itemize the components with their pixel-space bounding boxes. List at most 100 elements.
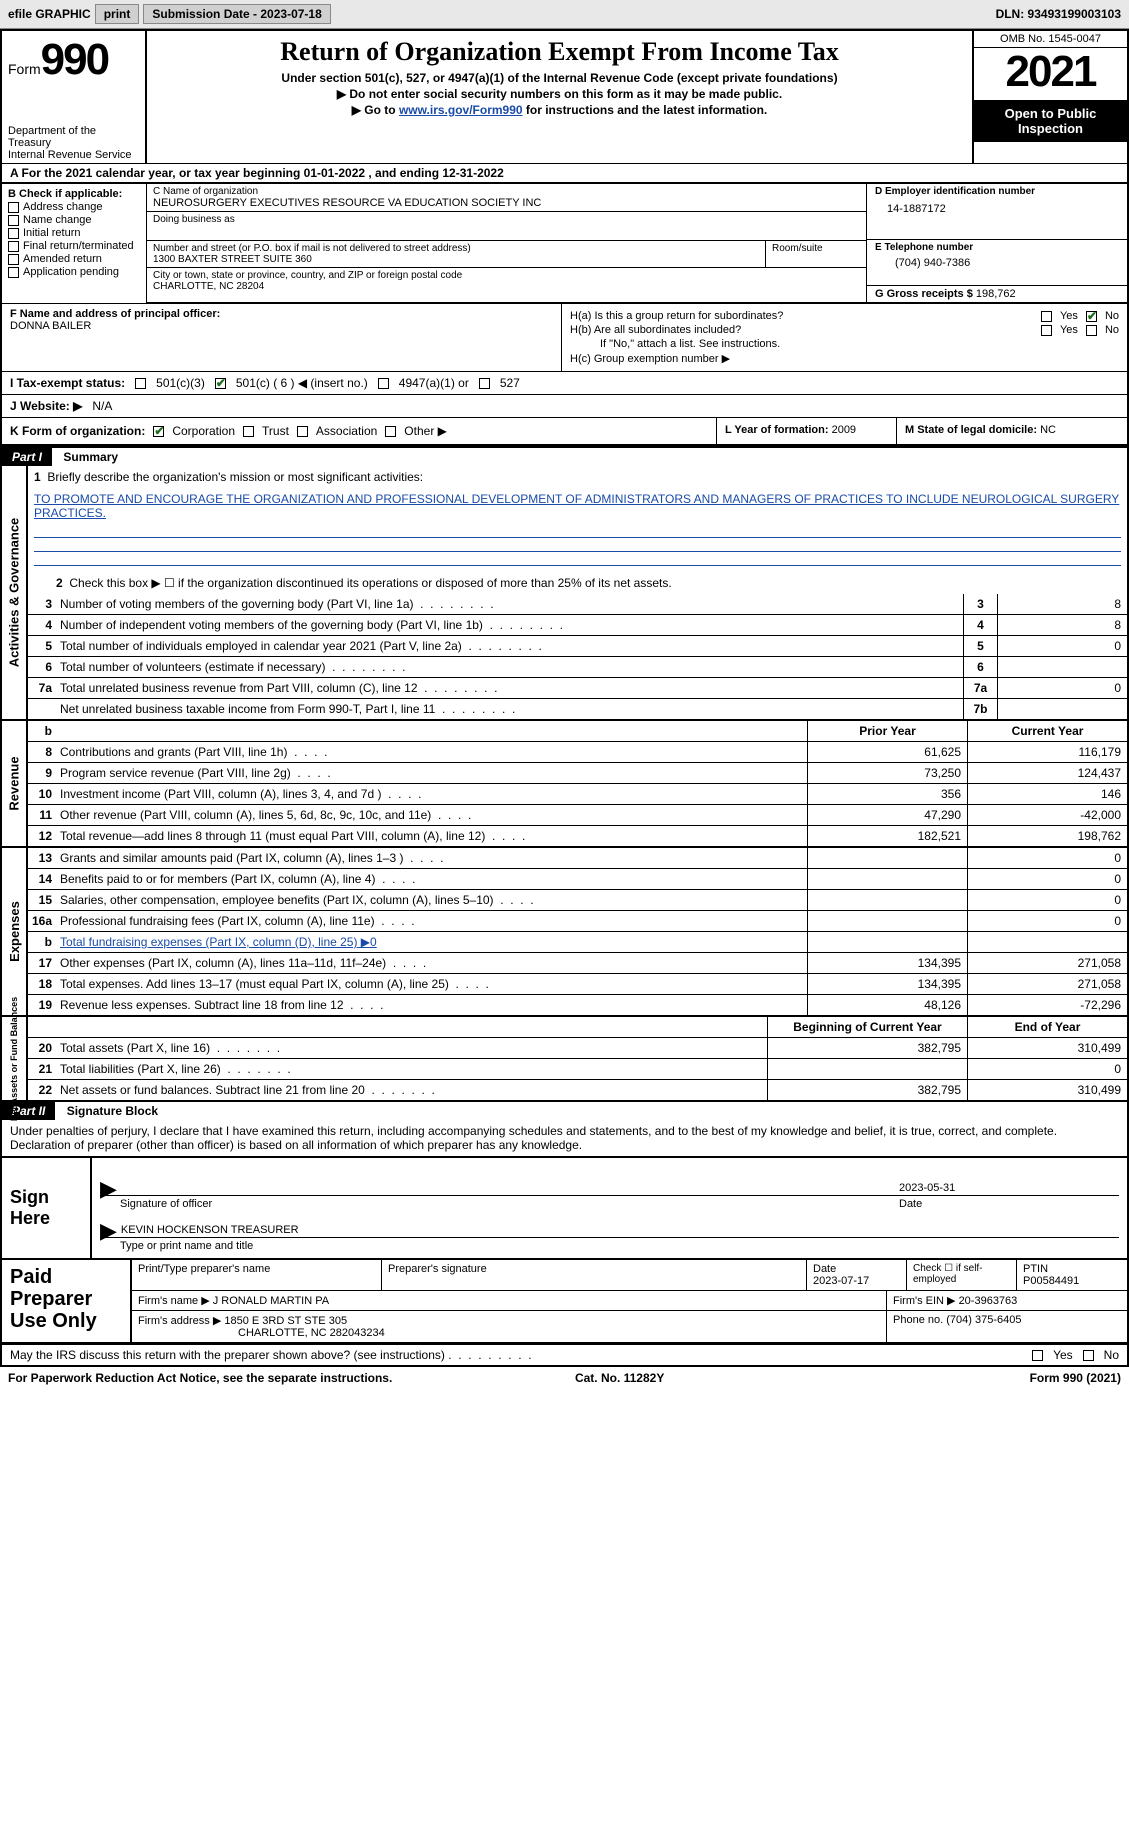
street-value: 1300 BAXTER STREET SUITE 360 bbox=[153, 254, 759, 265]
exp-line: 13Grants and similar amounts paid (Part … bbox=[28, 848, 1127, 869]
may-discuss-text: May the IRS discuss this return with the… bbox=[10, 1348, 445, 1362]
city-value: CHARLOTTE, NC 28204 bbox=[153, 281, 860, 292]
sign-here-label: Sign Here bbox=[10, 1187, 82, 1229]
form-header-right: OMB No. 1545-0047 2021 Open to Public In… bbox=[972, 31, 1127, 163]
net-line: 20Total assets (Part X, line 16) . . . .… bbox=[28, 1038, 1127, 1059]
ha-label: H(a) Is this a group return for subordin… bbox=[570, 310, 783, 322]
l2-text: Check this box ▶ ☐ if the organization d… bbox=[69, 576, 671, 590]
subtitle-3: ▶ Go to www.irs.gov/Form990 for instruct… bbox=[155, 103, 964, 117]
form-title: Return of Organization Exempt From Incom… bbox=[155, 37, 964, 67]
chk-initial-return[interactable] bbox=[8, 228, 19, 239]
discuss-yes[interactable] bbox=[1032, 1350, 1043, 1361]
mission-text: TO PROMOTE AND ENCOURAGE THE ORGANIZATIO… bbox=[28, 488, 1127, 524]
sig-officer-label: Signature of officer bbox=[100, 1198, 899, 1210]
pra-notice: For Paperwork Reduction Act Notice, see … bbox=[8, 1371, 392, 1385]
irs-label: Internal Revenue Service bbox=[8, 149, 139, 161]
gov-line: 4Number of independent voting members of… bbox=[28, 615, 1127, 636]
part1-expenses: Expenses 13Grants and similar amounts pa… bbox=[0, 848, 1129, 1017]
efile-label: efile GRAPHIC bbox=[8, 7, 91, 21]
form-header: Form990 Department of the Treasury Inter… bbox=[0, 29, 1129, 163]
chk-other[interactable] bbox=[385, 426, 396, 437]
h-note: If "No," attach a list. See instructions… bbox=[600, 338, 780, 350]
chk-assoc[interactable] bbox=[297, 426, 308, 437]
exp-line: 14Benefits paid to or for members (Part … bbox=[28, 869, 1127, 890]
org-name: NEUROSURGERY EXECUTIVES RESOURCE VA EDUC… bbox=[153, 197, 860, 209]
chk-address-change[interactable] bbox=[8, 202, 19, 213]
row-f-h: F Name and address of principal officer:… bbox=[0, 304, 1129, 371]
hdr-current: Current Year bbox=[967, 721, 1127, 741]
part1-revenue: Revenue b Prior Year Current Year 8Contr… bbox=[0, 721, 1129, 848]
m-label: M State of legal domicile: bbox=[905, 424, 1037, 436]
bottom-line: For Paperwork Reduction Act Notice, see … bbox=[0, 1367, 1129, 1389]
rev-line: 8Contributions and grants (Part VIII, li… bbox=[28, 742, 1127, 763]
ha-yes[interactable] bbox=[1041, 311, 1052, 322]
paid-preparer-label: Paid Preparer Use Only bbox=[2, 1260, 132, 1342]
chk-application-pending[interactable] bbox=[8, 267, 19, 278]
col-b-checkboxes: B Check if applicable: Address change Na… bbox=[2, 184, 147, 303]
hb-no[interactable] bbox=[1086, 325, 1097, 336]
typed-name: KEVIN HOCKENSON TREASURER bbox=[121, 1224, 299, 1237]
col-b-title: B Check if applicable: bbox=[8, 188, 140, 200]
part1-label: Part I bbox=[2, 448, 52, 466]
chk-527[interactable] bbox=[479, 378, 490, 389]
chk-501c3[interactable] bbox=[135, 378, 146, 389]
pp-name-label: Print/Type preparer's name bbox=[132, 1260, 382, 1290]
pp-sig-label: Preparer's signature bbox=[382, 1260, 807, 1290]
mission-blank-2 bbox=[34, 538, 1121, 552]
exp-line: 17Other expenses (Part IX, column (A), l… bbox=[28, 953, 1127, 974]
firm-ein-value: 20-3963763 bbox=[959, 1295, 1018, 1307]
firm-addr-label: Firm's address ▶ bbox=[138, 1315, 221, 1327]
firm-name-label: Firm's name ▶ bbox=[138, 1295, 210, 1307]
row-j-website: J Website: ▶ N/A bbox=[0, 394, 1129, 418]
form-word: Form bbox=[8, 61, 41, 77]
exp-line: 16aProfessional fundraising fees (Part I… bbox=[28, 911, 1127, 932]
ein-value: 14-1887172 bbox=[875, 197, 1119, 221]
hb-label: H(b) Are all subordinates included? bbox=[570, 324, 741, 336]
net-line: 21Total liabilities (Part X, line 26) . … bbox=[28, 1059, 1127, 1080]
chk-501c[interactable] bbox=[215, 378, 226, 389]
chk-4947[interactable] bbox=[378, 378, 389, 389]
pp-date-label: Date bbox=[813, 1263, 836, 1275]
j-label: J Website: ▶ bbox=[10, 399, 82, 413]
cat-number: Cat. No. 11282Y bbox=[575, 1371, 664, 1385]
gov-line: 6Total number of volunteers (estimate if… bbox=[28, 657, 1127, 678]
exp-line: 18Total expenses. Add lines 13–17 (must … bbox=[28, 974, 1127, 995]
form-number: 990 bbox=[41, 35, 108, 84]
pp-self-employed: Check ☐ if self-employed bbox=[907, 1260, 1017, 1290]
ha-no[interactable] bbox=[1086, 311, 1097, 322]
gross-label: G Gross receipts $ bbox=[875, 288, 973, 300]
mission-blank-1 bbox=[34, 524, 1121, 538]
net-line: 22Net assets or fund balances. Subtract … bbox=[28, 1080, 1127, 1100]
print-button[interactable]: print bbox=[95, 4, 140, 24]
exp-line: 19Revenue less expenses. Subtract line 1… bbox=[28, 995, 1127, 1015]
gov-line: 7aTotal unrelated business revenue from … bbox=[28, 678, 1127, 699]
hb-yes[interactable] bbox=[1041, 325, 1052, 336]
l-value: 2009 bbox=[832, 424, 856, 436]
j-value: N/A bbox=[92, 399, 112, 413]
chk-final-return[interactable] bbox=[8, 241, 19, 252]
discuss-no[interactable] bbox=[1083, 1350, 1094, 1361]
tel-label: E Telephone number bbox=[875, 242, 1119, 253]
firm-addr-value: 1850 E 3RD ST STE 305 bbox=[224, 1315, 347, 1327]
vtab-expenses: Expenses bbox=[2, 848, 28, 1015]
may-discuss-row: May the IRS discuss this return with the… bbox=[0, 1344, 1129, 1367]
dept-label: Department of the Treasury bbox=[8, 125, 139, 149]
c-name-label: C Name of organization bbox=[153, 186, 860, 197]
irs-link[interactable]: www.irs.gov/Form990 bbox=[399, 103, 523, 117]
chk-name-change[interactable] bbox=[8, 215, 19, 226]
chk-amended-return[interactable] bbox=[8, 254, 19, 265]
subtitle-2: ▶ Do not enter social security numbers o… bbox=[155, 87, 964, 101]
chk-trust[interactable] bbox=[243, 426, 254, 437]
exp-line: bTotal fundraising expenses (Part IX, co… bbox=[28, 932, 1127, 953]
room-label: Room/suite bbox=[772, 243, 860, 254]
gov-line: Net unrelated business taxable income fr… bbox=[28, 699, 1127, 719]
vtab-revenue: Revenue bbox=[2, 721, 28, 846]
m-value: NC bbox=[1040, 424, 1056, 436]
exp-line: 15Salaries, other compensation, employee… bbox=[28, 890, 1127, 911]
f-officer-name: DONNA BAILER bbox=[10, 320, 553, 332]
chk-corp[interactable] bbox=[153, 426, 164, 437]
vtab-netassets: Net Assets or Fund Balances bbox=[2, 1017, 28, 1100]
paid-preparer-block: Paid Preparer Use Only Print/Type prepar… bbox=[0, 1260, 1129, 1344]
firm-phone-value: (704) 375-6405 bbox=[946, 1314, 1021, 1326]
row-a-calendar: A For the 2021 calendar year, or tax yea… bbox=[0, 163, 1129, 182]
